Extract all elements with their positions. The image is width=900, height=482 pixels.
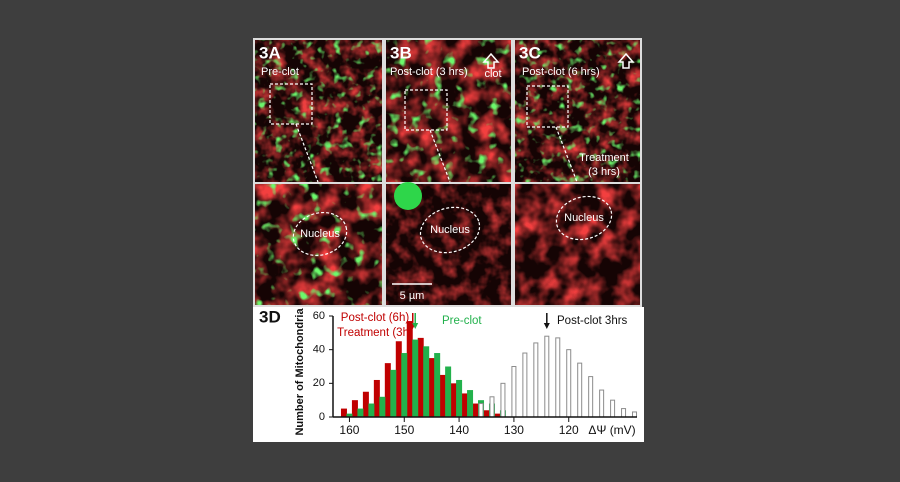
bar [412, 339, 419, 417]
bar [610, 399, 616, 418]
bar [423, 346, 430, 417]
y-tick-label: 0 [319, 411, 325, 423]
bar [500, 382, 506, 418]
bar [566, 349, 572, 418]
image-red [515, 184, 640, 305]
arrow-head [543, 323, 550, 329]
image-green [255, 40, 382, 182]
x-axis-label: ΔΨ (mV) [588, 423, 635, 437]
panel-label: 3A [259, 43, 281, 62]
image-green [255, 184, 382, 305]
panel-caption: Post-clot (6 hrs) [522, 66, 600, 78]
series-label: Post-clot (6h) [341, 312, 410, 324]
note: (3 hrs) [588, 166, 620, 178]
bar [434, 353, 441, 417]
bar [445, 366, 452, 417]
x-tick-label: 130 [504, 423, 524, 437]
bar [340, 408, 347, 417]
nucleus-outline [555, 195, 613, 241]
green-blob [394, 182, 422, 210]
x-tick-label: 120 [559, 423, 579, 437]
bar [456, 379, 463, 417]
note: Treatment [579, 152, 629, 164]
y-axis-label: Number of Mitochondria [294, 308, 306, 436]
series-label: Pre-clot [442, 315, 482, 327]
y-tick-label: 20 [313, 377, 325, 389]
bar [390, 369, 397, 417]
bar [494, 413, 501, 417]
bar [450, 383, 457, 417]
bar [368, 403, 375, 417]
bar [599, 389, 605, 418]
bar [522, 352, 528, 418]
y-tick-label: 40 [313, 344, 325, 356]
bar [632, 411, 638, 418]
bar [461, 393, 468, 417]
y-tick-label: 60 [313, 310, 325, 322]
bar [357, 408, 364, 417]
bar [362, 391, 369, 417]
zoom-box [269, 83, 313, 125]
bar [467, 390, 474, 417]
panel-label: 3C [519, 43, 541, 62]
bar [472, 403, 479, 417]
annotation: Treatment (3h) [337, 327, 413, 339]
clot-label: clot [484, 68, 501, 80]
bar [428, 358, 435, 417]
image-green [515, 40, 640, 182]
bar [346, 413, 353, 417]
series-label: Post-clot 3hrs [557, 315, 628, 327]
bar [395, 341, 402, 417]
bar [555, 337, 561, 418]
nucleus-label: Nucleus [430, 224, 470, 236]
bar [384, 363, 391, 417]
zoom-line [295, 123, 319, 183]
panel-label: 3B [390, 43, 412, 62]
x-tick-label: 140 [449, 423, 469, 437]
bar [401, 353, 408, 417]
bar [373, 379, 380, 417]
bar [489, 396, 495, 418]
panel-label: 3D [259, 307, 281, 326]
bar [483, 410, 490, 417]
bar [533, 342, 539, 418]
panel-caption: Pre-clot [261, 66, 299, 78]
nucleus-label: Nucleus [564, 212, 604, 224]
bar [511, 366, 517, 418]
bar [544, 335, 550, 418]
zoom-box [526, 85, 569, 128]
nucleus-label: Nucleus [300, 228, 340, 240]
nucleus-outline [419, 206, 481, 254]
clot-arrow [617, 52, 635, 69]
clot-arrow [482, 52, 500, 69]
zoom-line [429, 129, 451, 183]
bar [417, 337, 424, 417]
bar [577, 362, 583, 418]
scale-label: 5 µm [400, 290, 425, 302]
bar [588, 376, 594, 418]
nucleus-outline [292, 211, 348, 257]
bar [351, 400, 358, 417]
x-tick-label: 150 [394, 423, 414, 437]
bar [406, 321, 413, 417]
x-tick-label: 160 [339, 423, 359, 437]
zoom-marks [269, 83, 613, 257]
zoom-box [404, 89, 448, 131]
panel-caption: Post-clot (3 hrs) [390, 66, 468, 78]
bar [621, 408, 627, 418]
histogram: 3D Number of Mitochondria ΔΨ (mV) 0 20 40 6… [253, 307, 644, 442]
arrow-head [412, 323, 419, 329]
bar [439, 374, 446, 417]
micrographs: 3A Pre-clot Nucleus 3B Post-clot (3 hrs)… [253, 38, 642, 307]
bar [478, 403, 484, 418]
bar [379, 396, 386, 417]
image-green [386, 40, 511, 182]
